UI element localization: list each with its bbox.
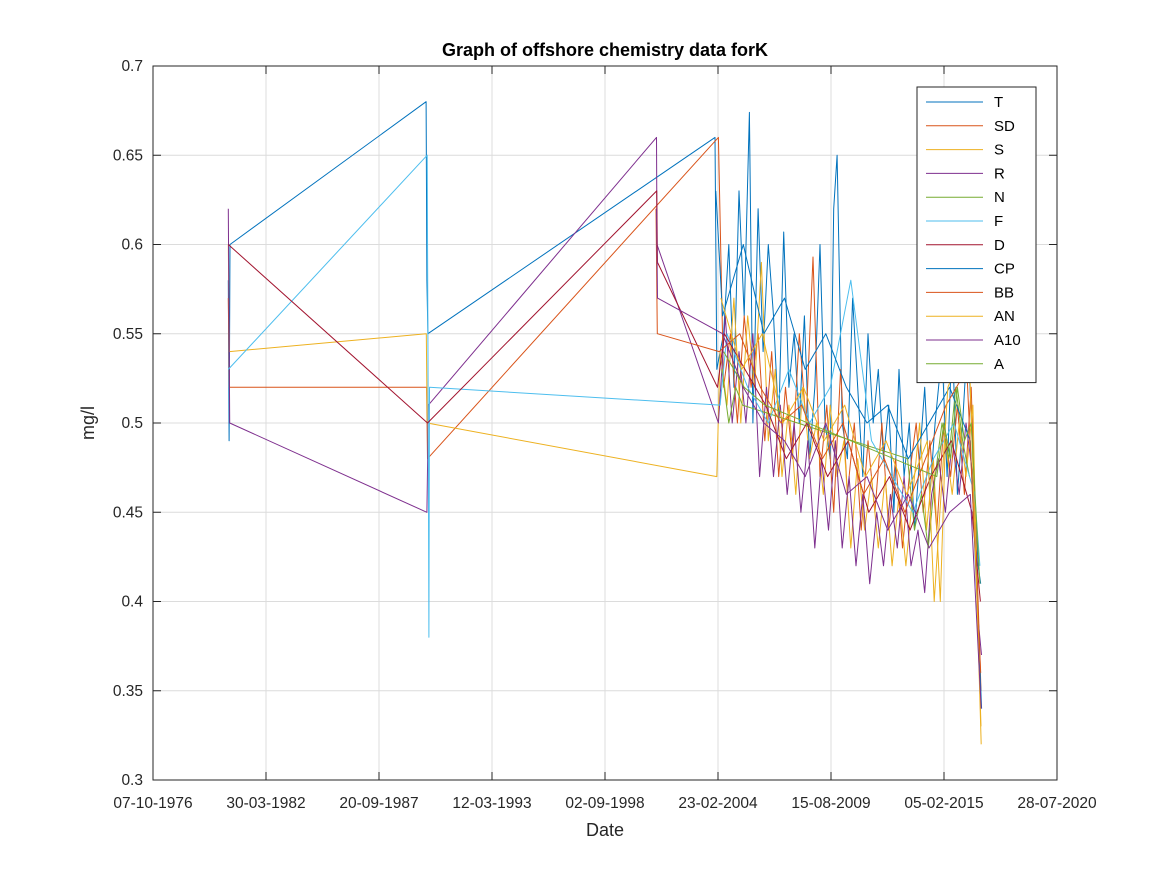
legend-entry: S xyxy=(994,142,1004,159)
x-tick-label: 12-03-1993 xyxy=(452,795,531,812)
y-axis-label: mg/l xyxy=(78,406,98,440)
y-tick-label: 0.6 xyxy=(121,237,143,254)
y-tick-label: 0.65 xyxy=(113,147,143,164)
x-tick-label: 05-02-2015 xyxy=(904,795,983,812)
x-tick-label: 02-09-1998 xyxy=(565,795,644,812)
x-tick-label: 30-03-1982 xyxy=(226,795,305,812)
x-tick-label: 15-08-2009 xyxy=(791,795,870,812)
y-tick-label: 0.3 xyxy=(121,772,143,789)
legend-entry: CP xyxy=(994,261,1015,278)
y-tick-label: 0.4 xyxy=(121,594,143,611)
series-line-an xyxy=(720,297,982,727)
x-axis-label: Date xyxy=(586,820,624,840)
series-line-cp xyxy=(715,190,983,709)
x-tick-label: 23-02-2004 xyxy=(678,795,758,812)
x-tick-label: 28-07-2020 xyxy=(1017,795,1097,812)
y-tick-label: 0.35 xyxy=(113,683,143,700)
y-tick-label: 0.55 xyxy=(113,326,143,343)
series-line-bb xyxy=(655,208,982,673)
series-line-f xyxy=(227,154,981,638)
legend-entry: R xyxy=(994,165,1005,182)
series-line-d xyxy=(227,190,981,602)
plot-area xyxy=(227,101,983,745)
legend-entry: BB xyxy=(994,284,1014,301)
legend-entry: A xyxy=(994,356,1004,373)
legend-entry: N xyxy=(994,189,1005,206)
y-tick-label: 0.45 xyxy=(113,504,143,521)
y-tick-label: 0.7 xyxy=(121,58,143,75)
legend-entry: A10 xyxy=(994,332,1021,349)
ticks: 07-10-1976 30-03-1982 20-09-1987 12-03-1993… xyxy=(113,58,1097,812)
legend-entry: F xyxy=(994,213,1003,230)
series-line-a10 xyxy=(656,208,982,709)
legend-entry: SD xyxy=(994,118,1015,135)
legend-entry: AN xyxy=(994,308,1015,325)
y-tick-label: 0.5 xyxy=(121,415,143,432)
x-tick-label: 20-09-1987 xyxy=(339,795,418,812)
legend-box xyxy=(916,86,1037,384)
legend-entry: D xyxy=(994,237,1005,254)
series-line-s xyxy=(227,244,982,745)
x-tick-label: 07-10-1976 xyxy=(113,795,192,812)
series-line-a xyxy=(723,351,981,584)
legend-entry: T xyxy=(994,94,1003,111)
chart-title: Graph of offshore chemistry data forK xyxy=(442,40,768,60)
